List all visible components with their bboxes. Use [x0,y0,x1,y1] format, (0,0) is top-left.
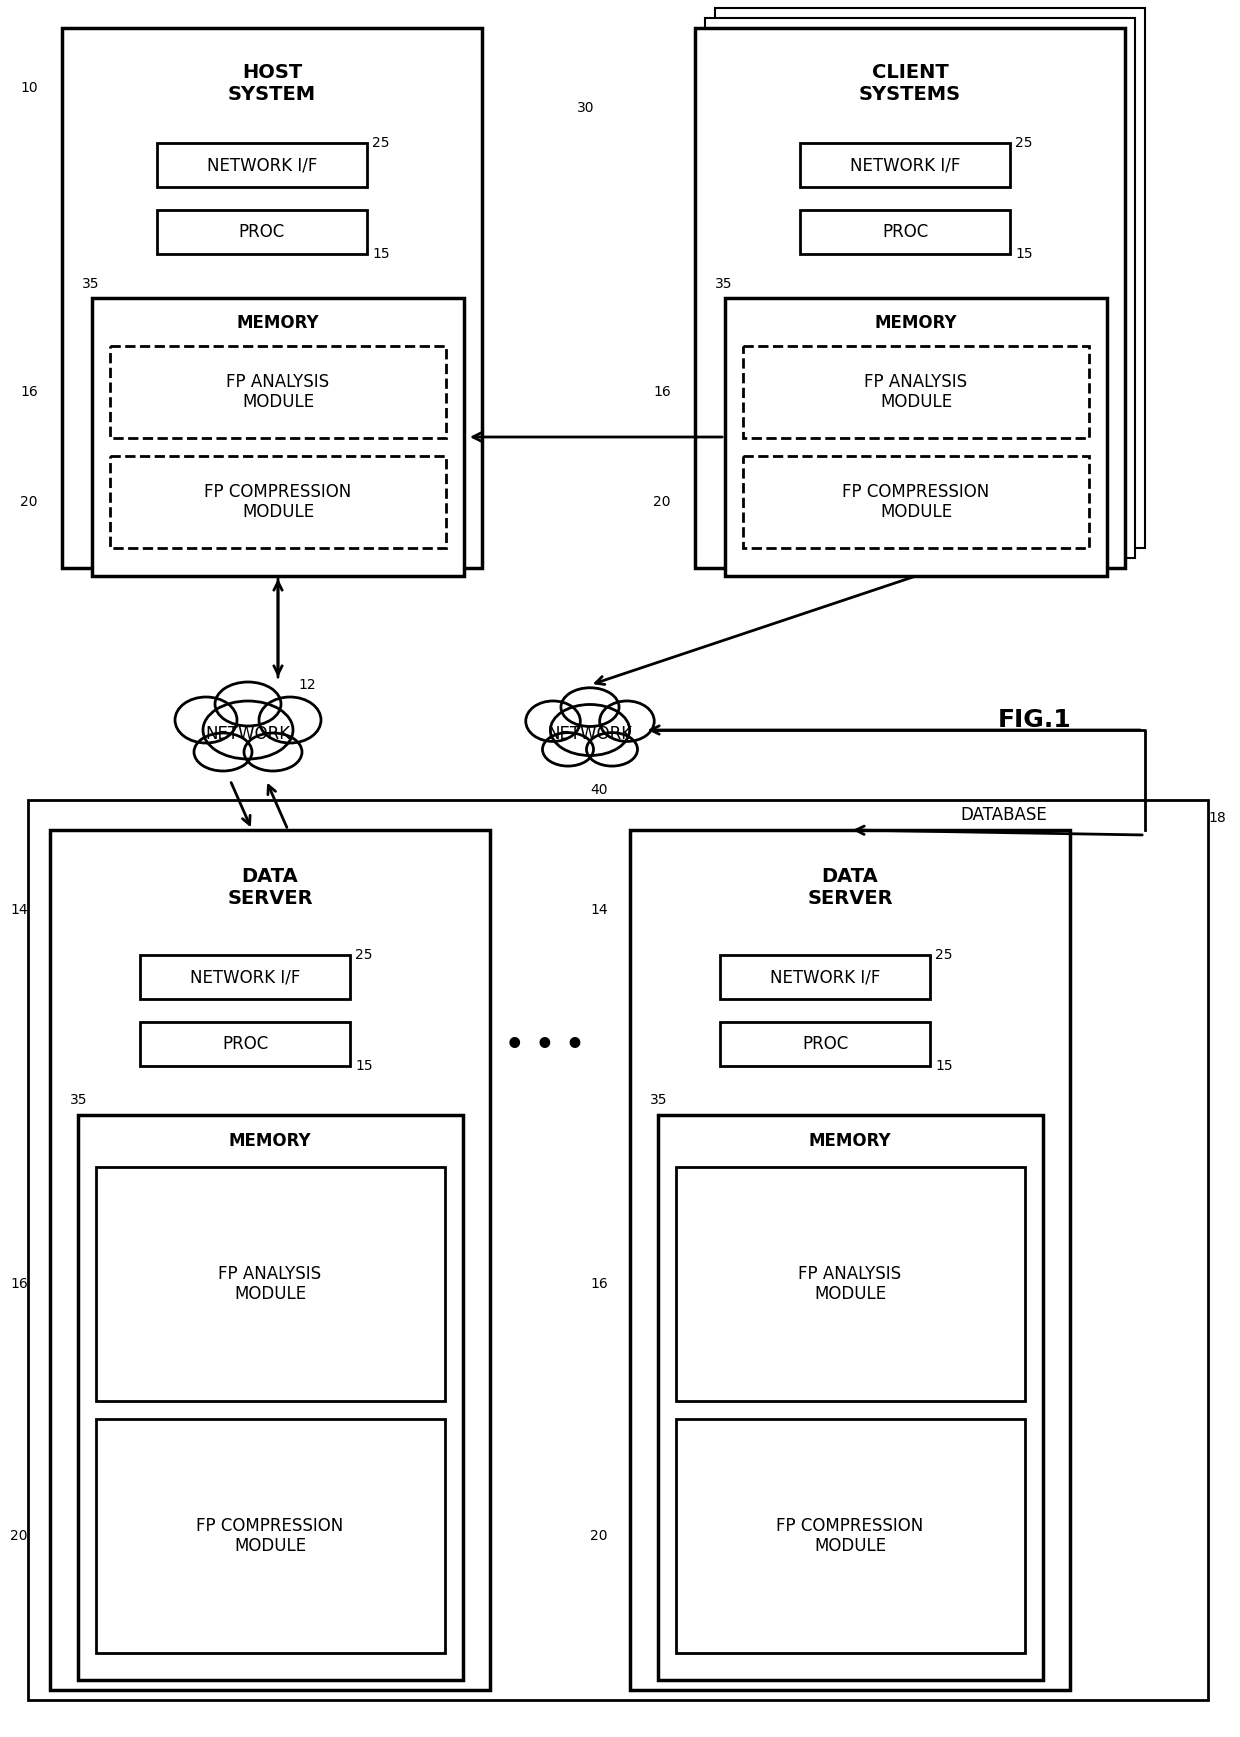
Text: DATA
SERVER: DATA SERVER [227,867,312,908]
Text: FP ANALYSIS
MODULE: FP ANALYSIS MODULE [227,373,330,412]
Bar [95,1419,445,1654]
Text: 35: 35 [650,1093,667,1106]
Text: 16: 16 [590,1277,608,1291]
Bar [800,142,1011,188]
Ellipse shape [259,697,321,743]
Bar [694,28,1125,568]
Bar [92,299,464,577]
Text: 25: 25 [935,948,952,962]
Ellipse shape [542,733,594,766]
Bar [800,210,1011,254]
Text: 30: 30 [577,101,594,115]
Ellipse shape [193,733,252,771]
Text: 12: 12 [298,677,316,691]
Text: 35: 35 [69,1093,88,1106]
Text: NETWORK: NETWORK [547,724,632,743]
Ellipse shape [587,733,637,766]
Ellipse shape [600,702,655,742]
Bar [630,830,1070,1690]
Text: FP COMPRESSION
MODULE: FP COMPRESSION MODULE [842,483,990,521]
Text: FP ANALYSIS
MODULE: FP ANALYSIS MODULE [799,1265,901,1303]
Text: PROC: PROC [222,1035,268,1053]
Bar [140,1021,350,1067]
Text: 20: 20 [10,1529,27,1542]
Bar [95,1167,445,1402]
Text: 14: 14 [10,903,27,917]
Text: NETWORK I/F: NETWORK I/F [770,968,880,987]
Text: PROC: PROC [239,222,285,241]
Text: FP ANALYSIS
MODULE: FP ANALYSIS MODULE [864,373,967,412]
Bar [743,457,1089,547]
Ellipse shape [560,688,619,726]
Ellipse shape [203,702,293,759]
Bar [50,830,490,1690]
Text: 16: 16 [10,1277,27,1291]
Text: NETWORK: NETWORK [206,724,290,743]
Text: 18: 18 [1208,811,1226,825]
Bar [110,346,446,438]
Bar [29,801,1208,1701]
Text: 25: 25 [1016,135,1033,149]
Text: 40: 40 [590,783,608,797]
Text: 15: 15 [372,247,389,261]
Text: 20: 20 [20,495,37,509]
Text: 20: 20 [590,1529,608,1542]
Text: 14: 14 [590,903,608,917]
Text: 15: 15 [1016,247,1033,261]
Bar [725,299,1107,577]
Bar [157,142,367,188]
Text: FP COMPRESSION
MODULE: FP COMPRESSION MODULE [205,483,352,521]
Ellipse shape [244,733,303,771]
Text: • • •: • • • [505,1030,585,1060]
Bar [157,210,367,254]
Text: 35: 35 [82,276,99,292]
Text: PROC: PROC [802,1035,848,1053]
Text: MEMORY: MEMORY [874,314,957,332]
Text: 25: 25 [355,948,372,962]
Text: 20: 20 [653,495,671,509]
Text: 35: 35 [715,276,733,292]
Text: HOST
SYSTEM: HOST SYSTEM [228,63,316,104]
Bar [62,28,482,568]
Text: PROC: PROC [882,222,928,241]
Bar [658,1115,1043,1680]
Text: FP ANALYSIS
MODULE: FP ANALYSIS MODULE [218,1265,321,1303]
Bar [720,955,930,999]
Bar [676,1419,1025,1654]
Bar [706,17,1135,558]
Text: FP COMPRESSION
MODULE: FP COMPRESSION MODULE [196,1516,343,1555]
Text: MEMORY: MEMORY [228,1133,311,1150]
Text: 25: 25 [372,135,389,149]
Text: FP COMPRESSION
MODULE: FP COMPRESSION MODULE [776,1516,924,1555]
Bar [743,346,1089,438]
Text: MEMORY: MEMORY [808,1133,892,1150]
Text: FIG.1: FIG.1 [998,709,1071,731]
Bar [78,1115,463,1680]
Bar [720,1021,930,1067]
Bar [715,9,1145,547]
Ellipse shape [551,705,630,756]
Text: DATABASE: DATABASE [960,806,1047,823]
Bar [676,1167,1025,1402]
Ellipse shape [215,683,281,726]
Text: 10: 10 [20,82,37,96]
Text: DATA
SERVER: DATA SERVER [807,867,893,908]
Text: MEMORY: MEMORY [237,314,320,332]
Ellipse shape [526,702,580,742]
Text: 16: 16 [653,386,671,400]
Text: 15: 15 [355,1060,373,1073]
Bar [140,955,350,999]
Text: 15: 15 [935,1060,952,1073]
Text: NETWORK I/F: NETWORK I/F [207,156,317,174]
Text: NETWORK I/F: NETWORK I/F [190,968,300,987]
Text: 16: 16 [20,386,37,400]
Text: NETWORK I/F: NETWORK I/F [849,156,960,174]
Bar [110,457,446,547]
Text: CLIENT
SYSTEMS: CLIENT SYSTEMS [859,63,961,104]
Ellipse shape [175,697,237,743]
